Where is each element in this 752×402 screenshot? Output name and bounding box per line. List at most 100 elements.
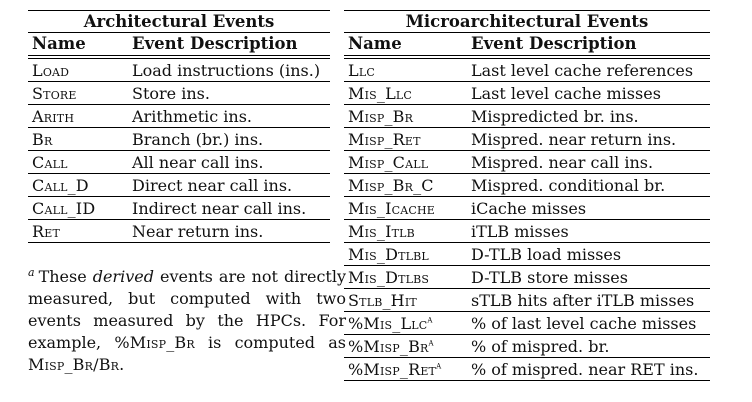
microarchitectural-event-name-text: Misp_Br_C — [348, 176, 434, 195]
microarchitectural-event-description: Mispred. conditional br. — [467, 173, 710, 197]
footnote-text-before: These — [38, 267, 93, 286]
architectural-row: Store Store ins. — [28, 81, 330, 105]
architectural-row: Ret Near return ins. — [28, 219, 330, 243]
architectural-row: Call_ID Indirect near call ins. — [28, 196, 330, 220]
architectural-event-name-text: Arith — [32, 107, 75, 126]
microarchitectural-row: %Misp_Bra% of mispred. br. — [344, 334, 710, 358]
microarchitectural-event-name-text: Llc — [348, 61, 375, 80]
microarchitectural-event-name-text: Mis_Dtlbl — [348, 245, 429, 264]
architectural-event-name: Ret — [28, 219, 128, 243]
microarchitectural-event-description: % of mispred. br. — [467, 334, 710, 358]
microarchitectural-row: Mis_Llc Last level cache misses — [344, 81, 710, 105]
microarchitectural-event-description: Mispred. near return ins. — [467, 127, 710, 151]
microarchitectural-col-name: Name — [344, 32, 467, 56]
microarchitectural-row: Stlb_Hit sTLB hits after iTLB misses — [344, 288, 710, 312]
architectural-event-description: Store ins. — [128, 81, 330, 105]
microarchitectural-event-name-text: Misp_Br — [348, 107, 414, 126]
microarchitectural-event-name: Misp_Br — [344, 104, 467, 128]
footnote-emphasis: derived — [92, 267, 154, 286]
microarchitectural-event-name-text: %Misp_Ret — [348, 360, 437, 379]
microarchitectural-event-description: % of mispred. near RET ins. — [467, 357, 710, 381]
microarchitectural-event-name-text: Mis_Dtlbs — [348, 268, 430, 287]
architectural-row: Call All near call ins. — [28, 150, 330, 174]
microarchitectural-event-name: Misp_Ret — [344, 127, 467, 151]
microarchitectural-event-name-text: Misp_Ret — [348, 130, 421, 149]
architectural-event-description: Near return ins. — [128, 219, 330, 243]
microarchitectural-event-name-text: Stlb_Hit — [348, 291, 417, 310]
architectural-event-name: Call_D — [28, 173, 128, 197]
microarchitectural-event-name: Stlb_Hit — [344, 288, 467, 312]
architectural-event-name-text: Load — [32, 61, 70, 80]
architectural-col-description: Event Description — [128, 32, 330, 56]
microarchitectural-event-description: % of last level cache misses — [467, 311, 710, 335]
microarchitectural-row: Misp_Ret Mispred. near return ins. — [344, 127, 710, 151]
microarchitectural-footnote-marker: a — [427, 314, 433, 326]
microarchitectural-table-body: Llc Last level cache references Mis_Llc Las… — [344, 58, 710, 381]
microarchitectural-event-description: D-TLB load misses — [467, 242, 710, 266]
architectural-event-name-text: Call_D — [32, 176, 89, 195]
footnote-text-after: events are not directly measured, but co… — [28, 267, 347, 352]
microarchitectural-event-description: Mispred. near call ins. — [467, 150, 710, 174]
microarchitectural-event-description: Last level cache references — [467, 58, 710, 82]
microarchitectural-event-description: iTLB misses — [467, 219, 710, 243]
architectural-table-body: Load Load instructions (ins.) Store Store i… — [28, 58, 330, 243]
architectural-event-description: Indirect near call ins. — [128, 196, 330, 220]
microarchitectural-row: Mis_Itlb iTLB misses — [344, 219, 710, 243]
microarchitectural-row: Misp_Br Mispredicted br. ins. — [344, 104, 710, 128]
footnote-text-end: . — [119, 355, 125, 374]
microarchitectural-event-name: %Misp_Bra — [344, 334, 467, 358]
microarchitectural-footnote-marker: a — [428, 337, 434, 349]
architectural-row: Call_D Direct near call ins. — [28, 173, 330, 197]
architectural-event-description: All near call ins. — [128, 150, 330, 174]
microarchitectural-row: Mis_Dtlbs D-TLB store misses — [344, 265, 710, 289]
architectural-event-name: Arith — [28, 104, 128, 128]
microarchitectural-row: %Misp_Reta% of mispred. near RET ins. — [344, 357, 710, 381]
microarchitectural-row: Llc Last level cache references — [344, 58, 710, 82]
microarchitectural-event-description: Mispredicted br. ins. — [467, 104, 710, 128]
microarchitectural-event-name-text: %Misp_Br — [348, 337, 429, 356]
architectural-col-name: Name — [28, 32, 128, 56]
microarchitectural-event-description: sTLB hits after iTLB misses — [467, 288, 710, 312]
footnote: a These derived events are not directly m… — [28, 266, 346, 376]
architectural-event-name: Br — [28, 127, 128, 151]
microarchitectural-event-name: Mis_Llc — [344, 81, 467, 105]
microarchitectural-event-name: %Misp_Reta — [344, 357, 467, 381]
microarchitectural-event-name: Misp_Call — [344, 150, 467, 174]
footnote-example-mid: is computed as — [194, 333, 346, 352]
architectural-event-name: Call — [28, 150, 128, 174]
architectural-event-name: Store — [28, 81, 128, 105]
microarchitectural-event-name: Mis_Dtlbs — [344, 265, 467, 289]
microarchitectural-event-description: D-TLB store misses — [467, 265, 710, 289]
microarchitectural-event-name-text: Mis_Itlb — [348, 222, 415, 241]
microarchitectural-footnote-marker: a — [436, 360, 442, 372]
microarchitectural-event-description: iCache misses — [467, 196, 710, 220]
architectural-row: Arith Arithmetic ins. — [28, 104, 330, 128]
architectural-event-name-text: Call_ID — [32, 199, 96, 218]
microarchitectural-event-name: Mis_Dtlbl — [344, 242, 467, 266]
architectural-event-description: Branch (br.) ins. — [128, 127, 330, 151]
microarchitectural-event-name: %Mis_Llca — [344, 311, 467, 335]
microarchitectural-row: Mis_Icache iCache misses — [344, 196, 710, 220]
architectural-event-name: Call_ID — [28, 196, 128, 220]
architectural-row: Load Load instructions (ins.) — [28, 58, 330, 82]
microarchitectural-row: Mis_Dtlbl D-TLB load misses — [344, 242, 710, 266]
footnote-example-rhs: Misp_Br/Br — [28, 355, 120, 374]
architectural-events-table: Architectural Events Name Event Descript… — [28, 10, 330, 243]
architectural-event-description: Load instructions (ins.) — [128, 58, 330, 82]
microarchitectural-event-name-text: Misp_Call — [348, 153, 429, 172]
microarchitectural-row: %Mis_Llca% of last level cache misses — [344, 311, 710, 335]
architectural-event-name-text: Ret — [32, 222, 61, 241]
microarchitectural-event-name-text: Mis_Icache — [348, 199, 435, 218]
microarchitectural-table-title: Microarchitectural Events — [344, 10, 710, 33]
architectural-event-name-text: Store — [32, 84, 77, 103]
architectural-table-title: Architectural Events — [28, 10, 330, 33]
microarchitectural-event-name: Mis_Itlb — [344, 219, 467, 243]
architectural-event-name: Load — [28, 58, 128, 82]
microarchitectural-col-description: Event Description — [467, 32, 710, 56]
architectural-event-name-text: Br — [32, 130, 53, 149]
architectural-row: Br Branch (br.) ins. — [28, 127, 330, 151]
microarchitectural-event-name: Mis_Icache — [344, 196, 467, 220]
microarchitectural-row: Misp_Br_C Mispred. conditional br. — [344, 173, 710, 197]
architectural-event-name-text: Call — [32, 153, 68, 172]
architectural-event-description: Arithmetic ins. — [128, 104, 330, 128]
